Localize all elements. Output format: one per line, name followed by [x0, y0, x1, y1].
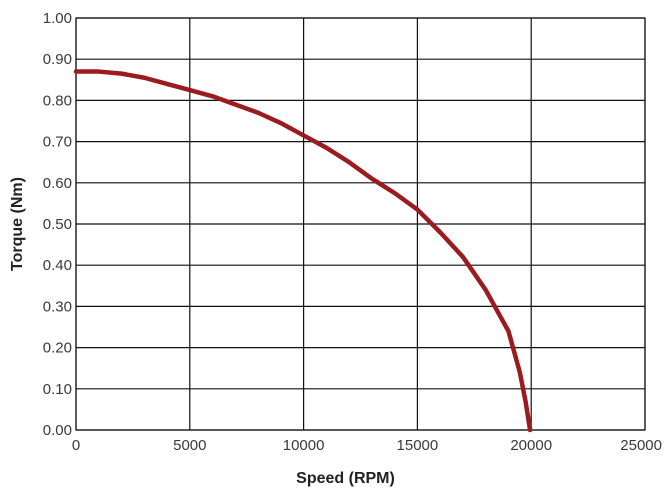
y-tick-label: 0.60 [43, 175, 72, 192]
y-tick-label: 0.30 [43, 298, 72, 315]
torque-curve-line [73, 69, 533, 433]
x-tick-label: 20000 [510, 437, 552, 454]
y-tick-labels: 0.00 0.10 0.20 0.30 0.40 0.50 0.60 0.70 0.80 0.90… [43, 10, 72, 439]
series-group [73, 69, 533, 433]
y-tick-label: 0.20 [43, 340, 72, 357]
plot-frame [75, 17, 646, 431]
x-tick-labels: 0 5000 10000 15000 20000 25000 [72, 437, 662, 454]
x-tick-label: 25000 [620, 437, 662, 454]
x-tick-label: 10000 [283, 437, 325, 454]
y-tick-label: 0.00 [43, 422, 72, 439]
x-tick-label: 0 [72, 437, 80, 454]
x-tick-label: 15000 [397, 437, 439, 454]
y-tick-label: 0.90 [43, 51, 72, 68]
y-tick-label: 0.80 [43, 92, 72, 109]
grid [75, 17, 646, 431]
y-tick-label: 1.00 [43, 10, 72, 27]
y-tick-label: 0.40 [43, 257, 72, 274]
y-tick-label: 0.70 [43, 134, 72, 151]
y-axis-title: Torque (Nm) [9, 177, 26, 271]
x-tick-label: 5000 [173, 437, 206, 454]
y-tick-label: 0.50 [43, 216, 72, 233]
x-axis-title: Speed (RPM) [296, 470, 395, 487]
y-tick-label: 0.10 [43, 381, 72, 398]
